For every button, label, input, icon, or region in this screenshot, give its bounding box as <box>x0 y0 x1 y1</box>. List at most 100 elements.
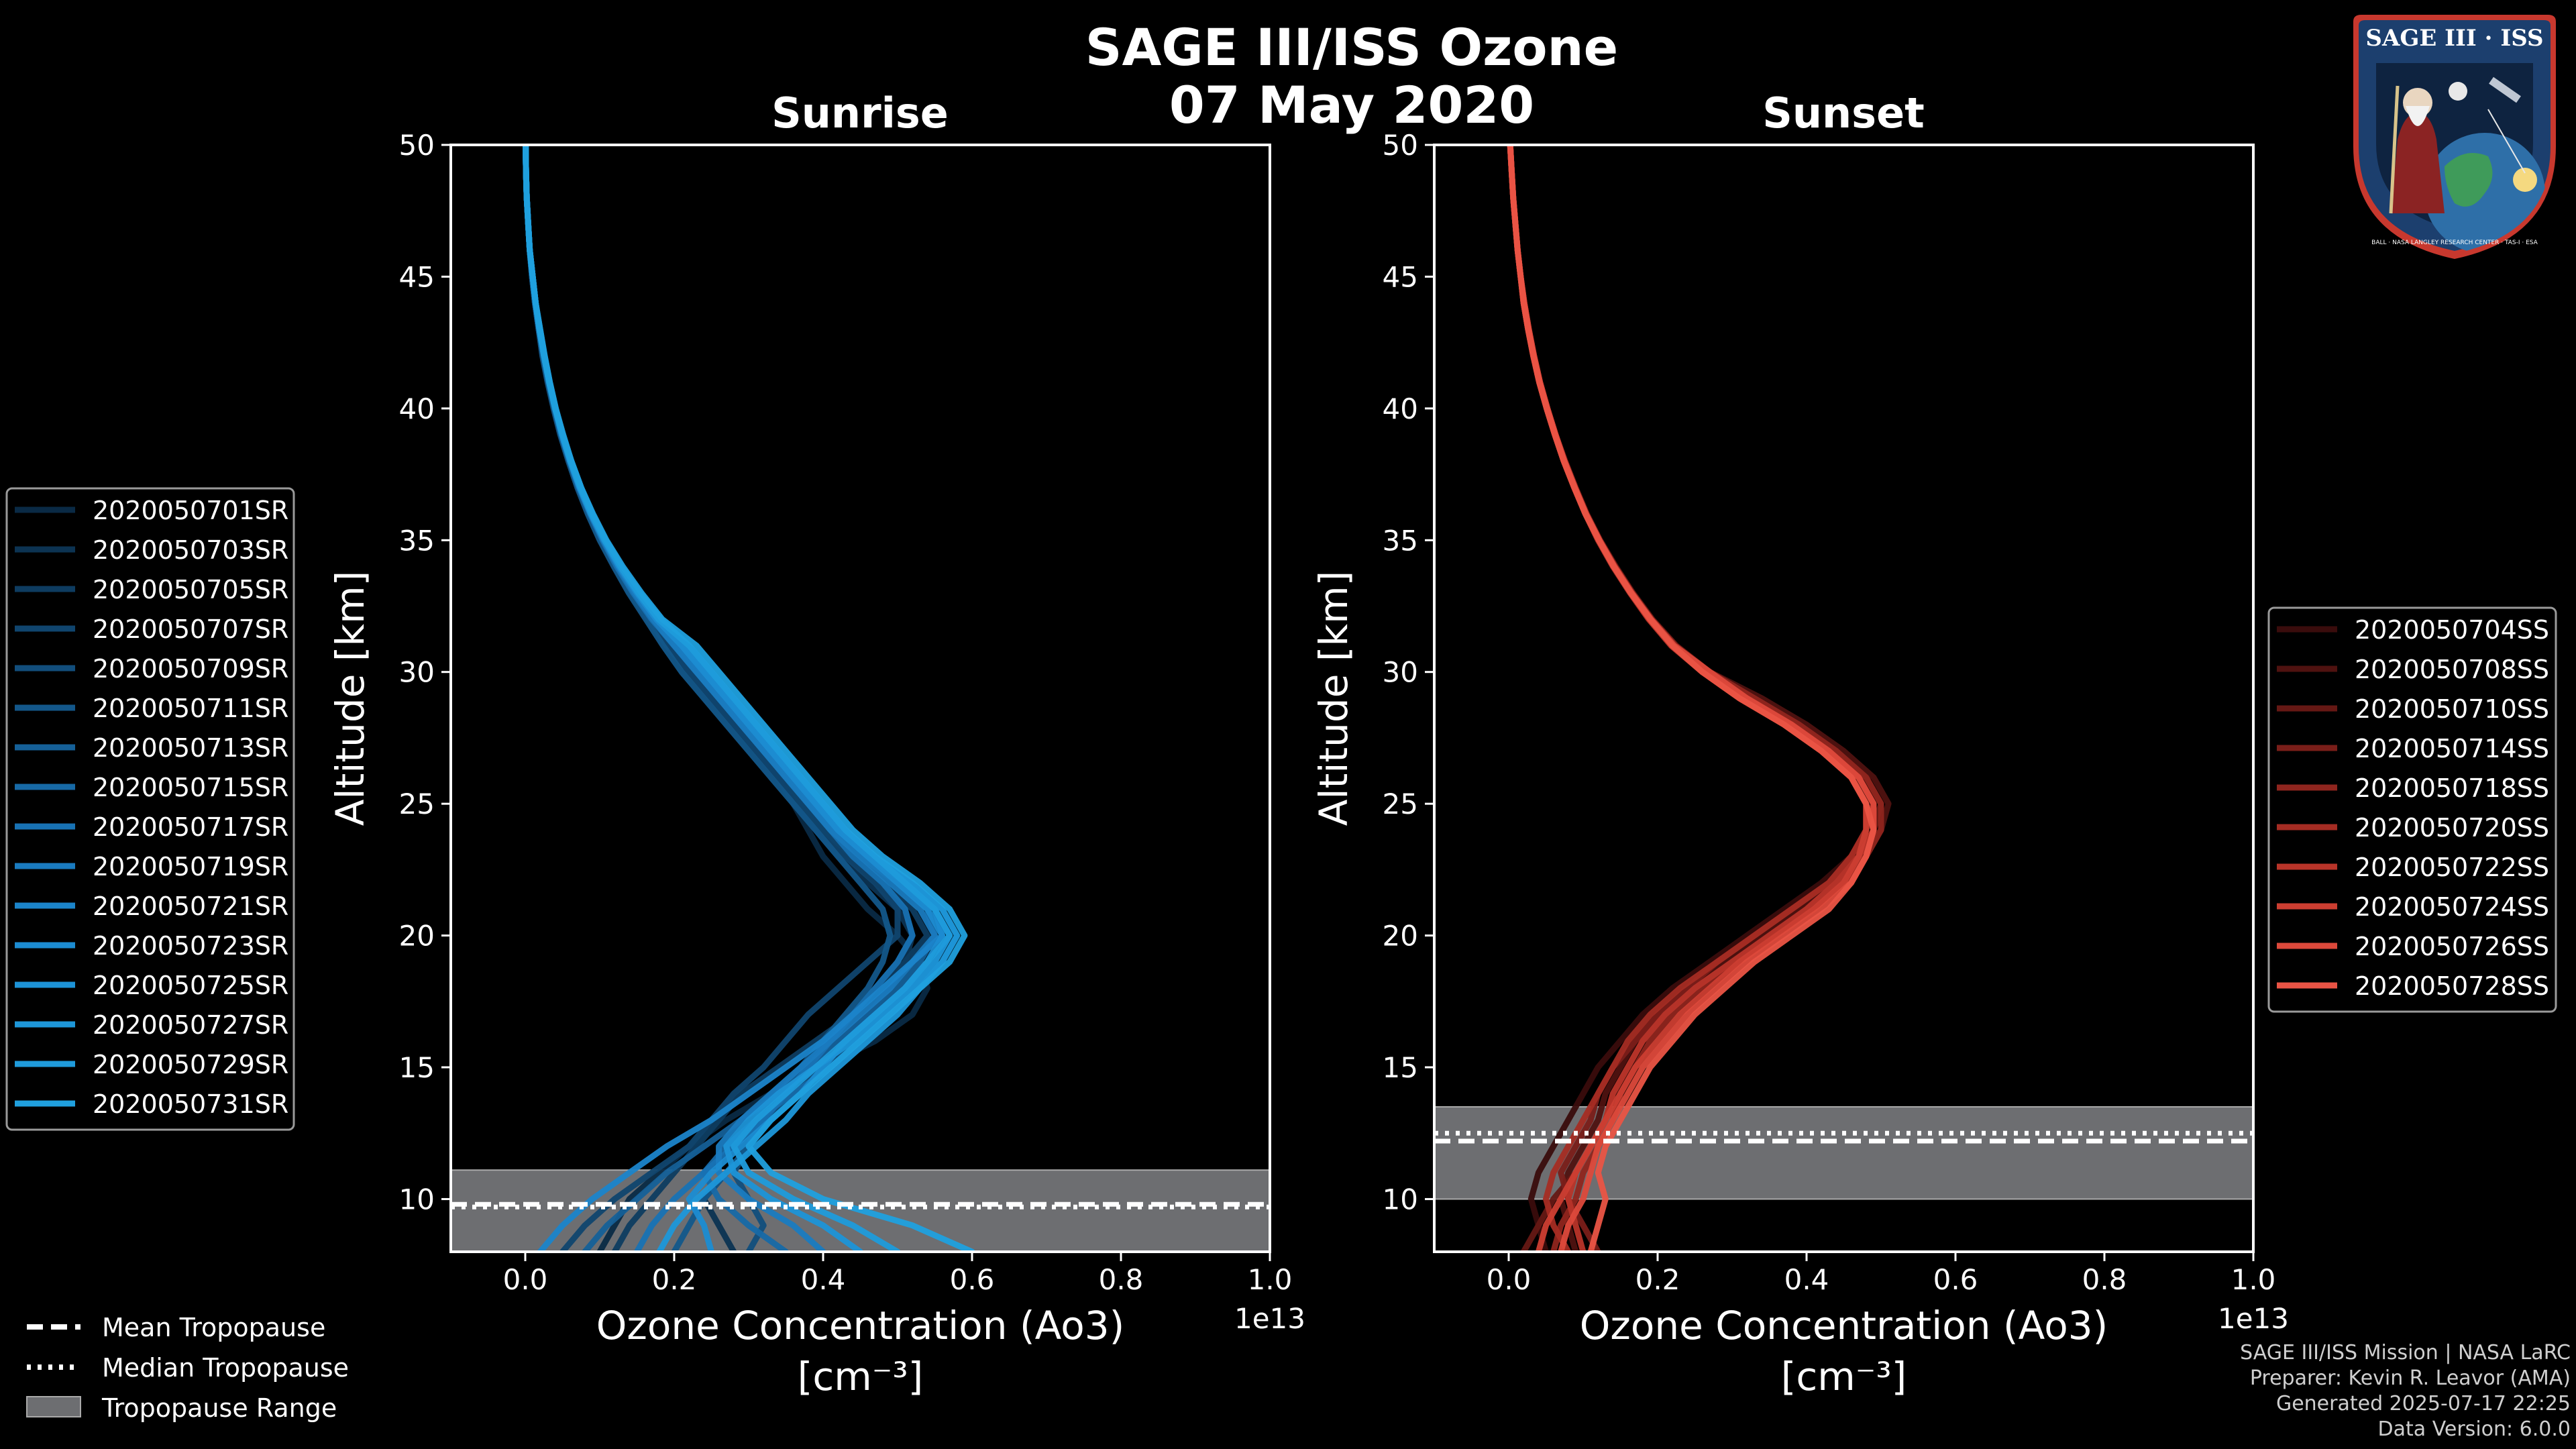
sunrise-xtick-label: 0.0 <box>503 1263 548 1296</box>
sunset-ytick-label: 10 <box>1383 1183 1418 1216</box>
sunrise-ytick-label: 45 <box>399 260 435 293</box>
sunrise-ytick-label: 15 <box>399 1051 435 1084</box>
sunrise-legend-label: 2020050709SR <box>93 654 288 684</box>
sunset-series-2020050724SS <box>1507 145 1870 1252</box>
footer-generated: Generated 2025-07-17 22:25 <box>2275 1392 2571 1415</box>
sunset-xlabel: Ozone Concentration (Ao3) <box>1580 1303 2108 1348</box>
sunset-ytick-label: 15 <box>1383 1051 1418 1084</box>
sunrise-x-offset-label: 1e13 <box>1234 1302 1305 1335</box>
footer-credits: SAGE III/ISS Mission | NASA LaRC Prepare… <box>2240 1340 2571 1442</box>
sunrise-legend-label: 2020050719SR <box>93 852 288 881</box>
sunset-series-2020050720SS <box>1507 145 1870 1252</box>
sunrise-legend-label: 2020050729SR <box>93 1050 288 1079</box>
sunrise-xtick-label: 0.8 <box>1099 1263 1144 1296</box>
sage-iii-iss-logo: SAGE III · ISS BALL · NASA LANGLEY RESEA… <box>2353 15 2556 259</box>
sunrise-legend-label: 2020050725SR <box>93 971 288 1000</box>
sunrise-legend-label: 2020050723SR <box>93 931 288 961</box>
sunrise-xtick-label: 0.6 <box>950 1263 995 1296</box>
sunset-legend-label: 2020050720SS <box>2355 813 2549 843</box>
sunrise-xtick-label: 0.2 <box>652 1263 697 1296</box>
logo-moon-icon <box>2449 82 2467 101</box>
footer-data-version: Data Version: 6.0.0 <box>2377 1417 2571 1441</box>
sunrise-legend-label: 2020050731SR <box>93 1089 288 1119</box>
logo-ring-text: BALL · NASA LANGLEY RESEARCH CENTER · TA… <box>2371 239 2538 246</box>
tropopause-range-swatch <box>26 1396 81 1417</box>
sunset-xtick-label: 1.0 <box>2231 1263 2276 1296</box>
sunrise-panel-title: Sunrise <box>771 89 949 138</box>
sunset-axes-frame <box>1433 144 2255 1253</box>
sunset-ytick-label: 35 <box>1383 524 1418 557</box>
sunset-legend: 2020050704SS 2020050708SS 2020050710SS 2020… <box>2267 606 2557 1013</box>
sunset-legend-label: 2020050704SS <box>2355 615 2549 645</box>
sunset-panel: 0.0 0.2 0.4 0.6 0.8 1.0 10 15 20 25 30 35 40 45 50 Suns… <box>1311 89 2289 1399</box>
sunset-series-2020050708SS <box>1507 145 1892 1252</box>
sunset-legend-label: 2020050710SS <box>2355 694 2549 724</box>
sunrise-xunit: [cm⁻³] <box>798 1354 924 1399</box>
sunrise-legend-label: 2020050711SR <box>93 694 288 723</box>
sunrise-xlabel: Ozone Concentration (Ao3) <box>596 1303 1125 1348</box>
sunset-ytick-label: 25 <box>1383 788 1418 820</box>
sunset-ytick-label: 50 <box>1383 129 1418 162</box>
sunrise-legend-label: 2020050727SR <box>93 1010 288 1040</box>
sunrise-legend-label: 2020050713SR <box>93 733 288 763</box>
sunset-ytick-label: 30 <box>1383 656 1418 689</box>
sunrise-ylabel: Altitude [km] <box>327 571 373 826</box>
sunrise-legend-label: 2020050705SR <box>93 575 288 604</box>
logo-top-text: SAGE III · ISS <box>2365 25 2543 52</box>
sunrise-ytick-label: 25 <box>399 788 435 820</box>
sunrise-panel: 0.0 0.2 0.4 0.6 0.8 1.0 10 15 20 25 30 35 40 45 50 Sunr… <box>327 89 1305 1399</box>
sunset-tropopause-range <box>1434 1106 2253 1200</box>
footer-preparer: Preparer: Kevin R. Leavor (AMA) <box>2249 1366 2571 1390</box>
sunrise-xtick-label: 0.4 <box>801 1263 846 1296</box>
sunrise-legend-frame <box>5 487 295 1131</box>
sunset-series-2020050728SS <box>1507 145 1877 1252</box>
sunset-series-2020050718SS <box>1507 145 1884 1252</box>
sunrise-series-2020050707SR <box>523 145 901 1252</box>
sunset-legend-label: 2020050724SS <box>2355 892 2549 922</box>
sunrise-xtick-label: 1.0 <box>1248 1263 1293 1296</box>
footer-mission: SAGE III/ISS Mission | NASA LaRC <box>2240 1341 2571 1364</box>
sunset-x-offset-label: 1e13 <box>2218 1302 2289 1335</box>
sunrise-series-2020050711SR <box>523 145 894 1252</box>
sunset-legend-label: 2020050722SS <box>2355 853 2549 882</box>
sunset-legend-label: 2020050728SS <box>2355 971 2549 1001</box>
sunset-panel-title: Sunset <box>1762 89 1925 138</box>
sunset-series-2020050710SS <box>1507 145 1884 1252</box>
sunrise-legend-label: 2020050715SR <box>93 773 288 802</box>
sunrise-ytick-label: 35 <box>399 524 435 557</box>
sunrise-legend: 2020050701SR 2020050703SR 2020050705SR 2020… <box>5 487 295 1131</box>
sunrise-ytick-label: 30 <box>399 656 435 689</box>
sunset-series-2020050726SS <box>1507 145 1877 1252</box>
sunset-legend-frame <box>2267 606 2557 1013</box>
median-tropopause-label: Median Tropopause <box>102 1353 349 1383</box>
sunset-xtick-label: 0.6 <box>1933 1263 1978 1296</box>
sunset-ytick-label: 40 <box>1383 392 1418 425</box>
sunrise-series-2020050731SR <box>523 145 975 1252</box>
logo-sun-icon <box>2513 168 2537 192</box>
sunset-series-2020050722SS <box>1507 145 1877 1252</box>
sunset-xtick-label: 0.4 <box>1784 1263 1829 1296</box>
logo-station-icon <box>2489 76 2521 103</box>
logo-figure-icon <box>2391 113 2445 213</box>
sunset-xtick-label: 0.0 <box>1487 1263 1532 1296</box>
sunset-xtick-label: 0.2 <box>1635 1263 1680 1296</box>
sunset-series-2020050704SS <box>1507 145 1877 1252</box>
sunrise-ytick-label: 50 <box>399 129 435 162</box>
figure-title-line2: 07 May 2020 <box>1169 75 1534 135</box>
sunset-legend-label: 2020050726SS <box>2355 932 2549 961</box>
sunrise-legend-label: 2020050721SR <box>93 892 288 921</box>
sunrise-ytick-label: 40 <box>399 392 435 425</box>
tropopause-range-label: Tropopause Range <box>101 1393 337 1423</box>
sunrise-legend-label: 2020050707SR <box>93 614 288 644</box>
sunrise-legend-label: 2020050701SR <box>93 496 288 525</box>
tropopause-legend: Mean Tropopause Median Tropopause Tropop… <box>26 1313 349 1423</box>
sunset-legend-label: 2020050708SS <box>2355 655 2549 684</box>
sunset-series-2020050714SS <box>1507 145 1877 1252</box>
sunset-ylabel: Altitude [km] <box>1311 571 1356 826</box>
sunrise-ytick-label: 10 <box>399 1183 435 1216</box>
sunset-ytick-label: 20 <box>1383 920 1418 953</box>
figure-title-line1: SAGE III/ISS Ozone <box>1085 17 1618 77</box>
mean-tropopause-label: Mean Tropopause <box>102 1313 325 1342</box>
sunset-legend-label: 2020050718SS <box>2355 773 2549 803</box>
